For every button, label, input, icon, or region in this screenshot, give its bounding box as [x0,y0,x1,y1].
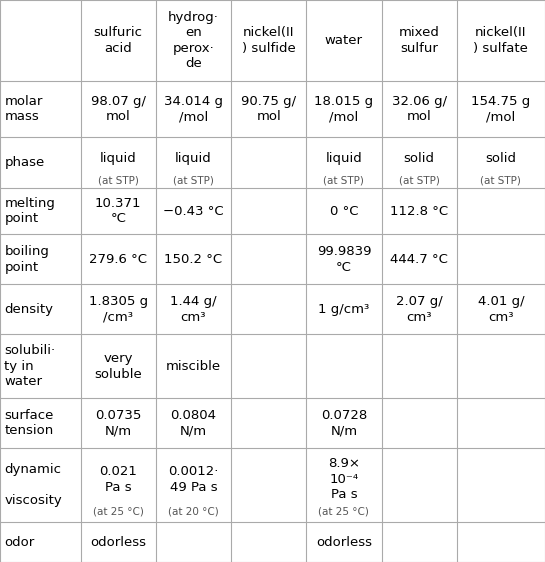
Text: 150.2 °C: 150.2 °C [165,253,222,266]
Text: 0.0804
N/m: 0.0804 N/m [171,409,216,437]
Text: (at STP): (at STP) [481,175,522,185]
Text: liquid: liquid [325,152,362,165]
Text: 4.01 g/
cm³: 4.01 g/ cm³ [477,295,524,324]
Text: melting
point: melting point [4,197,55,225]
Text: (at STP): (at STP) [173,175,214,185]
Text: phase: phase [4,156,45,169]
Text: solubili·
ty in
water: solubili· ty in water [4,345,56,388]
Text: (at STP): (at STP) [399,175,440,185]
Text: 0 °C: 0 °C [330,205,358,217]
Text: nickel(II
) sulfate: nickel(II ) sulfate [474,26,528,55]
Text: 99.9839
°C: 99.9839 °C [317,245,371,274]
Text: odor: odor [4,536,35,549]
Text: 1 g/cm³: 1 g/cm³ [318,303,370,316]
Text: mixed
sulfur: mixed sulfur [399,26,440,55]
Text: surface
tension: surface tension [4,409,54,437]
Text: 18.015 g
/mol: 18.015 g /mol [314,95,373,123]
Text: (at 25 °C): (at 25 °C) [93,506,144,516]
Text: boiling
point: boiling point [4,245,49,274]
Text: water: water [325,34,363,47]
Text: 0.0728
N/m: 0.0728 N/m [321,409,367,437]
Text: 98.07 g/
mol: 98.07 g/ mol [91,95,146,123]
Text: density: density [4,303,53,316]
Text: (at STP): (at STP) [98,175,139,185]
Text: 0.0735
N/m: 0.0735 N/m [95,409,142,437]
Text: 32.06 g/
mol: 32.06 g/ mol [391,95,447,123]
Text: hydrog·
en
perox·
de: hydrog· en perox· de [168,11,219,70]
Text: 1.8305 g
/cm³: 1.8305 g /cm³ [89,295,148,324]
Text: very
soluble: very soluble [94,352,142,380]
Text: 0.0012·
49 Pa s: 0.0012· 49 Pa s [168,465,219,493]
Text: 1.44 g/
cm³: 1.44 g/ cm³ [170,295,217,324]
Text: 90.75 g/
mol: 90.75 g/ mol [241,95,296,123]
Text: nickel(II
) sulfide: nickel(II ) sulfide [242,26,295,55]
Text: odorless: odorless [316,536,372,549]
Text: miscible: miscible [166,360,221,373]
Text: 0.021
Pa s: 0.021 Pa s [99,465,137,493]
Text: (at STP): (at STP) [324,175,364,185]
Text: molar
mass: molar mass [4,95,43,123]
Text: 8.9×
10⁻⁴
Pa s: 8.9× 10⁻⁴ Pa s [328,457,360,501]
Text: 34.014 g
/mol: 34.014 g /mol [164,95,223,123]
Text: 112.8 °C: 112.8 °C [390,205,448,217]
Text: 10.371
°C: 10.371 °C [95,197,142,225]
Text: solid: solid [404,152,434,165]
Text: 2.07 g/
cm³: 2.07 g/ cm³ [396,295,443,324]
Text: solid: solid [486,152,516,165]
Text: liquid: liquid [100,152,137,165]
Text: liquid: liquid [175,152,212,165]
Text: (at 25 °C): (at 25 °C) [318,506,370,516]
Text: 279.6 °C: 279.6 °C [89,253,147,266]
Text: (at 20 °C): (at 20 °C) [168,506,219,516]
Text: 154.75 g
/mol: 154.75 g /mol [471,95,530,123]
Text: −0.43 °C: −0.43 °C [163,205,224,217]
Text: odorless: odorless [90,536,146,549]
Text: sulfuric
acid: sulfuric acid [94,26,143,55]
Text: dynamic

viscosity: dynamic viscosity [4,463,62,507]
Text: 444.7 °C: 444.7 °C [390,253,448,266]
